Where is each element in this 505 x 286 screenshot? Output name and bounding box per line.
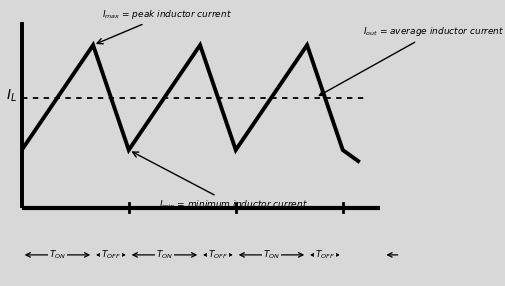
Text: $T_{OFF}$: $T_{OFF}$	[208, 249, 227, 261]
Text: $T_{OFF}$: $T_{OFF}$	[315, 249, 334, 261]
Text: $I_L$: $I_L$	[6, 88, 17, 104]
Text: $T_{ON}$: $T_{ON}$	[49, 249, 66, 261]
Text: $I_{max}$ = peak inductor current: $I_{max}$ = peak inductor current	[97, 8, 231, 44]
Text: $I_{out}$ = average inductor current: $I_{out}$ = average inductor current	[319, 25, 503, 96]
Text: $I_{min}$ = minimum inductor current: $I_{min}$ = minimum inductor current	[132, 152, 308, 211]
Text: $T_{ON}$: $T_{ON}$	[156, 249, 173, 261]
Text: $T_{OFF}$: $T_{OFF}$	[101, 249, 121, 261]
Text: $T_{ON}$: $T_{ON}$	[263, 249, 279, 261]
